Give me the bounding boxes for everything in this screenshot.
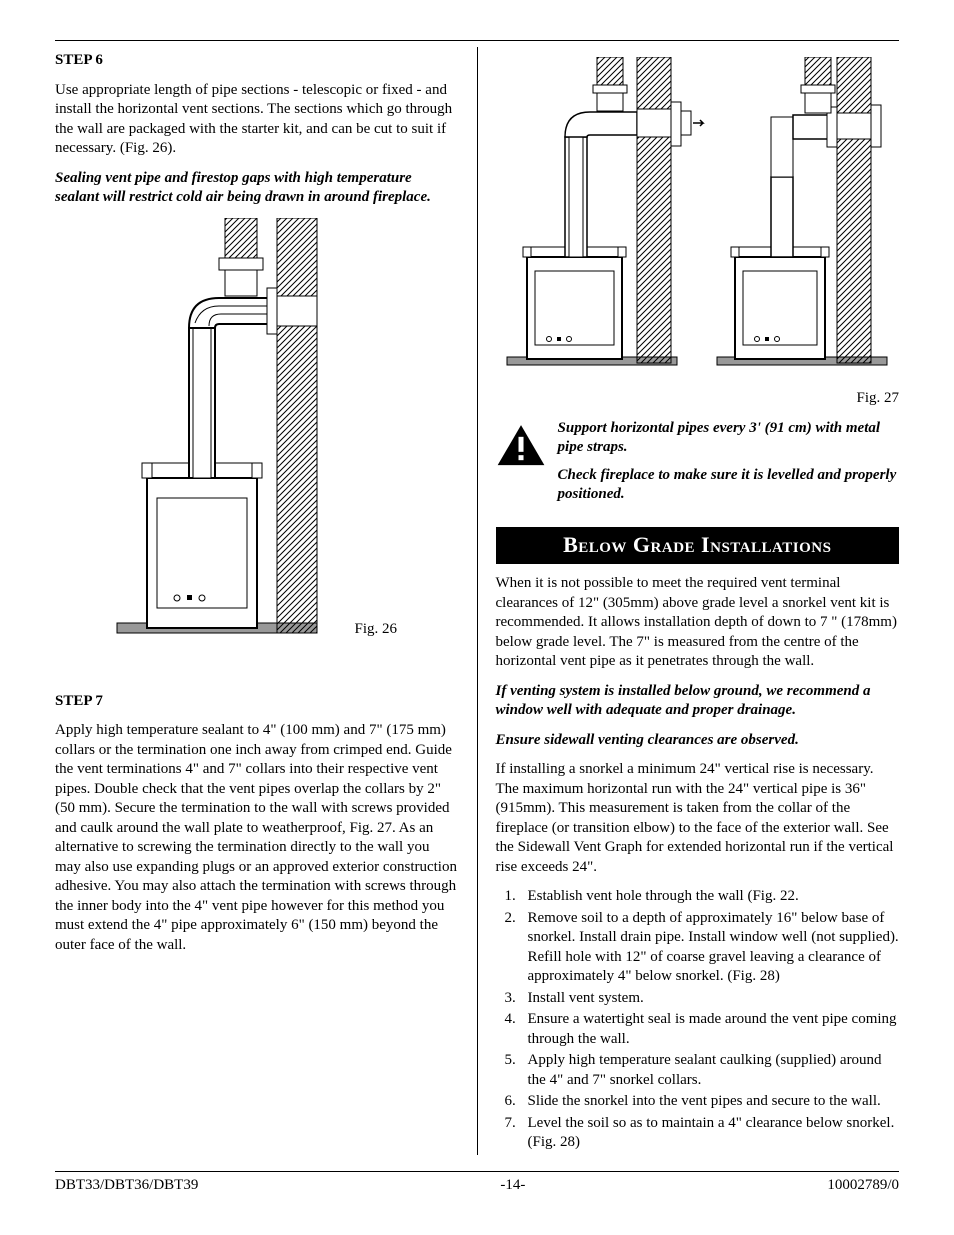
step6-body: Use appropriate length of pipe sections …	[55, 81, 459, 159]
two-column-layout: STEP 6 Use appropriate length of pipe se…	[55, 47, 899, 1155]
step7-heading: STEP 7	[55, 692, 459, 712]
svg-text:Fig. 26: Fig. 26	[354, 621, 397, 637]
top-rule	[55, 40, 899, 41]
list-item: Remove soil to a depth of approximately …	[520, 909, 900, 987]
list-item: Apply high temperature sealant caulking …	[520, 1051, 900, 1090]
step7-body: Apply high temperature sealant to 4" (10…	[55, 721, 459, 955]
figure-27	[496, 57, 900, 387]
footer-center: -14-	[500, 1176, 525, 1196]
figure-26: Fig. 26	[55, 218, 459, 648]
warning-icon	[496, 419, 546, 473]
list-item: Establish vent hole through the wall (Fi…	[520, 887, 900, 907]
below-grade-steps: Establish vent hole through the wall (Fi…	[496, 887, 900, 1153]
fig27-svg	[497, 57, 897, 387]
right-column: Fig. 27 Support horizontal pipes every 3…	[478, 47, 900, 1155]
warning-line1: Support horizontal pipes every 3' (91 cm…	[558, 419, 899, 458]
left-column: STEP 6 Use appropriate length of pipe se…	[55, 47, 478, 1155]
list-item: Install vent system.	[520, 989, 900, 1009]
footer-right: 10002789/0	[827, 1176, 899, 1196]
fig27-caption: Fig. 27	[496, 389, 900, 409]
warning-block: Support horizontal pipes every 3' (91 cm…	[496, 419, 900, 513]
warning-text: Support horizontal pipes every 3' (91 cm…	[558, 419, 899, 513]
page-footer: DBT33/DBT36/DBT39 -14- 10002789/0	[55, 1171, 899, 1196]
list-item: Level the soil so as to maintain a 4" cl…	[520, 1114, 900, 1153]
below-grade-para: If installing a snorkel a minimum 24" ve…	[496, 760, 900, 877]
below-grade-note1: If venting system is installed below gro…	[496, 682, 900, 721]
step6-heading: STEP 6	[55, 51, 459, 71]
below-grade-intro: When it is not possible to meet the requ…	[496, 574, 900, 672]
fig26-svg: Fig. 26	[107, 218, 407, 648]
list-item: Slide the snorkel into the vent pipes an…	[520, 1092, 900, 1112]
list-item: Ensure a watertight seal is made around …	[520, 1010, 900, 1049]
footer-left: DBT33/DBT36/DBT39	[55, 1176, 198, 1196]
below-grade-note2: Ensure sidewall venting clearances are o…	[496, 731, 900, 751]
step6-note: Sealing vent pipe and firestop gaps with…	[55, 169, 459, 208]
warning-line2: Check fireplace to make sure it is level…	[558, 466, 899, 505]
below-grade-banner: Below Grade Installations	[496, 527, 900, 565]
